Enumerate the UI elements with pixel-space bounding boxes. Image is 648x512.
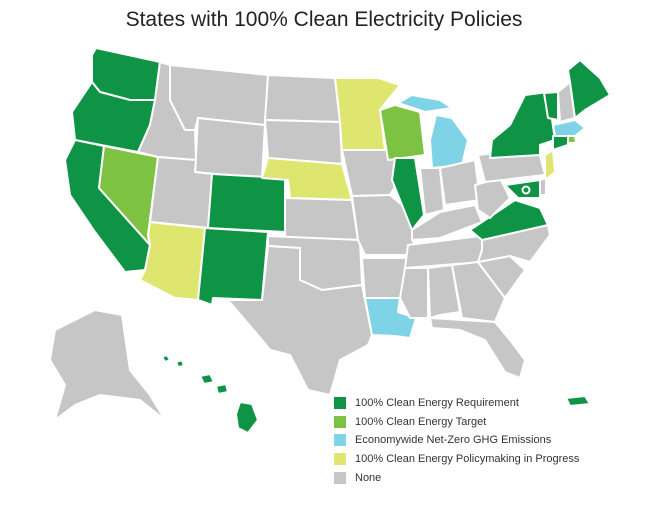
state-indiana[interactable] bbox=[419, 167, 445, 216]
state-maine[interactable] bbox=[567, 59, 611, 119]
state-new-jersey[interactable] bbox=[544, 149, 556, 181]
legend: 100% Clean Energy Requirement 100% Clean… bbox=[334, 394, 579, 487]
legend-label-netzero: Economywide Net-Zero GHG Emissions bbox=[355, 434, 552, 447]
state-alabama[interactable] bbox=[427, 264, 461, 319]
legend-item-progress: 100% Clean Energy Policymaking in Progre… bbox=[334, 450, 579, 469]
state-puerto-rico[interactable] bbox=[565, 395, 591, 407]
state-hawaii-5[interactable] bbox=[235, 401, 259, 434]
state-hawaii-1[interactable] bbox=[161, 354, 171, 363]
legend-label-none: None bbox=[355, 471, 382, 484]
state-michigan-upper[interactable] bbox=[397, 94, 453, 113]
legend-label-requirement: 100% Clean Energy Requirement bbox=[355, 397, 519, 410]
legend-swatch-requirement bbox=[334, 397, 346, 410]
state-wisconsin[interactable] bbox=[379, 104, 426, 161]
legend-item-netzero: Economywide Net-Zero GHG Emissions bbox=[334, 431, 579, 450]
state-new-mexico[interactable] bbox=[197, 227, 269, 306]
state-north-carolina[interactable] bbox=[477, 224, 551, 263]
state-hawaii-3[interactable] bbox=[199, 373, 215, 385]
state-connecticut[interactable] bbox=[552, 135, 569, 151]
legend-label-target: 100% Clean Energy Target bbox=[355, 415, 487, 428]
state-alaska[interactable] bbox=[49, 309, 166, 421]
legend-swatch-target bbox=[334, 415, 346, 428]
state-kansas[interactable] bbox=[284, 197, 359, 241]
state-massachusetts[interactable] bbox=[552, 119, 586, 137]
state-hawaii-4[interactable] bbox=[215, 383, 229, 395]
map-title: States with 100% Clean Electricity Polic… bbox=[125, 8, 523, 31]
state-colorado[interactable] bbox=[207, 173, 286, 233]
state-missouri[interactable] bbox=[351, 194, 416, 256]
state-rhode-island[interactable] bbox=[567, 135, 577, 144]
state-vermont[interactable] bbox=[543, 91, 559, 121]
state-louisiana[interactable] bbox=[364, 297, 417, 339]
state-texas[interactable] bbox=[227, 245, 373, 396]
legend-item-target: 100% Clean Energy Target bbox=[334, 413, 579, 432]
state-hawaii-2[interactable] bbox=[175, 359, 185, 368]
state-virginia[interactable] bbox=[469, 199, 549, 241]
legend-swatch-none bbox=[334, 471, 346, 484]
state-arizona[interactable] bbox=[139, 221, 206, 301]
state-wyoming[interactable] bbox=[194, 117, 266, 179]
state-georgia[interactable] bbox=[451, 261, 506, 323]
legend-swatch-netzero bbox=[334, 434, 346, 447]
state-south-dakota[interactable] bbox=[264, 119, 343, 165]
state-district-of-columbia[interactable] bbox=[521, 185, 531, 195]
state-florida[interactable] bbox=[429, 317, 526, 379]
state-ohio[interactable] bbox=[439, 159, 481, 206]
state-michigan[interactable] bbox=[429, 114, 469, 169]
state-mississippi[interactable] bbox=[399, 267, 429, 319]
legend-item-requirement: 100% Clean Energy Requirement bbox=[334, 394, 579, 413]
legend-swatch-progress bbox=[334, 453, 346, 466]
state-north-dakota[interactable] bbox=[264, 74, 341, 123]
legend-item-none: None bbox=[334, 468, 579, 487]
legend-label-progress: 100% Clean Energy Policymaking in Progre… bbox=[355, 453, 580, 466]
